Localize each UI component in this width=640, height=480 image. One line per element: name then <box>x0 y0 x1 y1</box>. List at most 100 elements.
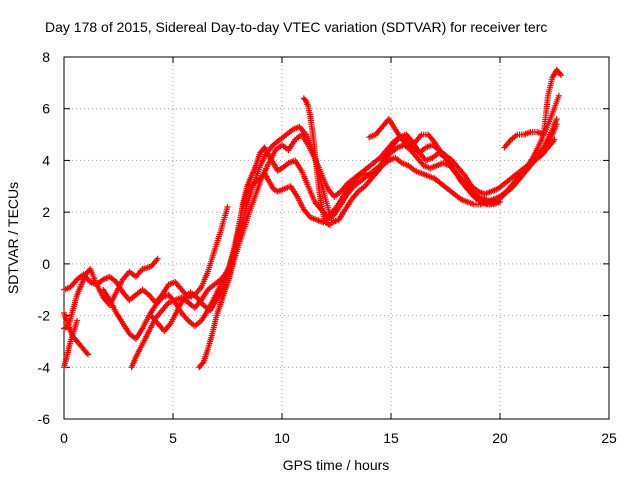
data-point <box>209 314 220 337</box>
data-point <box>311 147 320 172</box>
data-point <box>457 178 469 191</box>
data-point <box>444 157 457 172</box>
data-point <box>355 184 367 195</box>
data-point <box>204 250 217 275</box>
data-point <box>431 175 443 186</box>
data-point <box>246 193 259 216</box>
data-point <box>483 201 495 208</box>
data-point <box>401 141 412 152</box>
data-point <box>364 169 375 179</box>
data-point <box>298 167 311 188</box>
data-point <box>152 296 164 309</box>
data-point <box>292 157 304 172</box>
data-point <box>82 348 90 357</box>
data-point <box>248 164 259 179</box>
data-point <box>429 151 441 161</box>
data-point <box>392 126 404 141</box>
data-point <box>361 177 374 190</box>
data-point <box>322 219 332 228</box>
data-point <box>431 139 444 154</box>
y-tick-label: -6 <box>38 411 51 427</box>
data-point <box>259 161 271 179</box>
data-point <box>331 203 343 218</box>
data-point <box>204 296 217 314</box>
data-point <box>501 138 513 151</box>
data-point <box>418 131 429 138</box>
series-arc-10 <box>366 116 503 208</box>
data-point <box>139 314 152 332</box>
data-point <box>213 301 224 319</box>
data-point <box>67 277 79 291</box>
series-arc-9 <box>300 95 333 229</box>
data-point <box>218 206 230 234</box>
data-point <box>279 161 290 172</box>
data-point <box>132 267 145 280</box>
data-point <box>438 180 449 191</box>
data-point <box>237 203 250 231</box>
data-point <box>74 317 81 324</box>
data-point <box>425 131 437 144</box>
data-point <box>231 226 243 254</box>
data-point <box>514 131 525 138</box>
data-point <box>350 171 362 182</box>
data-point <box>438 149 450 162</box>
data-point <box>283 127 295 138</box>
data-point <box>368 169 380 182</box>
chart-title: Day 178 of 2015, Sidereal Day-to-day VTE… <box>45 19 547 35</box>
data-point <box>85 351 91 358</box>
data-point <box>161 321 173 335</box>
data-point <box>337 192 350 208</box>
data-point <box>518 164 530 177</box>
data-point <box>274 166 284 174</box>
data-point <box>257 151 269 169</box>
data-point <box>381 151 393 164</box>
data-point <box>198 309 210 324</box>
data-point <box>545 76 555 99</box>
y-axis-label: SDTVAR / TECUs <box>5 182 21 294</box>
data-point <box>392 154 404 165</box>
data-point <box>244 182 256 208</box>
data-point <box>159 301 171 314</box>
data-point <box>499 187 511 200</box>
data-point <box>148 257 160 270</box>
data-point <box>364 161 375 172</box>
series-arc-8 <box>100 123 558 342</box>
data-points <box>61 66 564 371</box>
data-point <box>126 293 138 304</box>
data-point <box>412 133 424 146</box>
data-point <box>348 190 360 203</box>
grid <box>64 57 609 419</box>
data-point <box>265 148 278 166</box>
data-point <box>218 270 230 288</box>
x-axis-label: GPS time / hours <box>283 457 390 473</box>
data-point <box>100 286 112 302</box>
data-point <box>185 317 197 328</box>
axis-ticks: 0 5 10 15 20 25 -6 -4 -2 0 2 4 6 8 <box>38 49 617 446</box>
data-point <box>154 255 161 262</box>
data-point <box>409 144 421 155</box>
data-point <box>296 123 308 136</box>
data-point <box>74 338 84 349</box>
data-point <box>514 166 526 177</box>
data-point <box>204 282 216 293</box>
data-point <box>287 183 300 198</box>
data-point <box>374 159 387 174</box>
data-point <box>187 289 199 300</box>
data-point <box>331 189 343 200</box>
data-point <box>512 171 524 185</box>
series-arc-7 <box>148 121 560 335</box>
data-point <box>211 229 224 254</box>
data-point <box>78 272 89 288</box>
data-point <box>383 140 395 154</box>
data-point <box>540 94 551 138</box>
data-point <box>342 197 354 213</box>
data-point <box>67 330 77 345</box>
data-point <box>501 176 513 187</box>
data-point <box>468 183 480 194</box>
data-point <box>119 320 132 335</box>
data-point <box>276 132 288 143</box>
data-point <box>139 286 151 297</box>
data-point <box>132 342 145 360</box>
data-point <box>553 116 560 123</box>
data-point <box>322 196 335 224</box>
